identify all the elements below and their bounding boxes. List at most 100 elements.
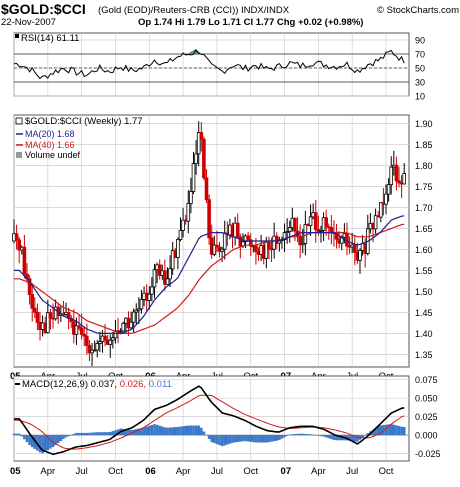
- macd-histogram-bar: [23, 435, 26, 440]
- macd-histogram-bar: [254, 435, 258, 443]
- macd-histogram-bar: [265, 435, 268, 443]
- macd-histogram-bar: [387, 424, 390, 436]
- macd-histogram-bar: [267, 435, 271, 443]
- price-bar-body: [235, 222, 240, 238]
- macd-y-tick-label-2: 0.025: [415, 412, 438, 422]
- macd-histogram-bar: [72, 433, 76, 436]
- price-bar-body: [147, 293, 152, 301]
- macd-signal-line: [14, 394, 405, 450]
- macd-histogram-bar: [127, 429, 130, 436]
- price-bar-body: [215, 244, 219, 248]
- ma40-legend: MA(40) 1.66: [25, 140, 75, 150]
- macd-histogram-bar: [241, 435, 245, 442]
- price-bar-body: [308, 216, 313, 227]
- price-bar-body: [150, 286, 154, 295]
- price-bar-body: [282, 232, 287, 240]
- macd-line: [14, 385, 405, 456]
- macd-histogram-bar: [88, 432, 91, 436]
- volume-legend: Volume undef: [25, 150, 81, 160]
- price-bar-body: [27, 278, 32, 295]
- price-bar-body: [14, 233, 19, 241]
- macd-histogram-bar: [213, 435, 216, 444]
- price-bar-body: [287, 227, 292, 232]
- macd-histogram-bar: [252, 435, 255, 443]
- macd-histogram-bar: [80, 432, 83, 436]
- price-bar-body: [176, 239, 180, 259]
- macd-histogram-bar: [335, 435, 338, 441]
- macd-histogram-bar: [166, 427, 169, 436]
- chart-title: $GOLD:$CCI: [1, 1, 86, 17]
- macd-histogram-bar: [176, 426, 180, 436]
- macd-histogram-bar: [54, 435, 57, 446]
- price-bar-body: [163, 270, 167, 285]
- macd-histogram-bar: [186, 425, 190, 436]
- macd-histogram-bar: [189, 425, 193, 436]
- macd-histogram-bar: [332, 435, 336, 440]
- chart-date: 22-Nov-2007: [1, 17, 56, 28]
- macd-histogram-bar: [353, 435, 357, 442]
- macd-histogram-bar: [382, 425, 385, 436]
- price-bar-body: [191, 163, 196, 192]
- macd-histogram-bar: [324, 435, 328, 438]
- price-bar-body: [319, 229, 323, 232]
- macd-histogram-bar: [402, 427, 406, 436]
- macd-histogram-bar: [82, 432, 86, 436]
- macd-histogram-bar: [194, 425, 198, 436]
- price-bar-body: [77, 325, 81, 329]
- price-bar-body: [202, 138, 206, 179]
- price-bar-body: [111, 337, 115, 341]
- price-bar-body: [303, 224, 308, 244]
- macd-histogram-bar: [218, 435, 221, 446]
- macd-histogram-bar: [215, 435, 219, 445]
- macd-histogram-bar: [142, 427, 146, 436]
- quote-readout: Op 1.74 Hi 1.79 Lo 1.71 Cl 1.77 Chg +0.0…: [138, 17, 363, 28]
- macd-histogram-bar: [207, 435, 211, 439]
- macd-histogram-bar: [239, 435, 242, 442]
- macd-histogram-bar: [134, 429, 138, 436]
- macd-histogram-bar: [103, 432, 107, 436]
- macd-histogram-bar: [356, 435, 359, 442]
- macd-histogram-bar: [293, 434, 297, 436]
- macd-x-tick-label-10: Jul: [346, 466, 358, 477]
- price-bar-body: [103, 335, 107, 341]
- ma20-line: [14, 215, 405, 334]
- macd-histogram-bar: [114, 430, 117, 436]
- price-bar-body: [329, 227, 334, 233]
- macd-histogram-bar: [246, 435, 250, 442]
- macd-histogram-bar: [205, 435, 208, 436]
- macd-histogram-bar: [311, 434, 315, 436]
- price-bar-body: [85, 335, 89, 346]
- macd-histogram-bar: [319, 435, 323, 437]
- macd-histogram-bar: [389, 424, 393, 436]
- macd-histogram-bar: [15, 433, 18, 436]
- chart-description: (Gold (EOD)/Reuters-CRB (CCI)) INDX/INDX: [98, 5, 290, 16]
- macd-histogram-bar: [228, 435, 232, 444]
- price-bar-body: [267, 241, 271, 250]
- macd-histogram-bar: [150, 424, 154, 436]
- price-y-tick-label-4: 1.55: [415, 266, 433, 276]
- macd-x-tick-label-5: Apr: [176, 466, 191, 477]
- macd-histogram-bar: [160, 426, 164, 436]
- price-bar-body: [152, 269, 157, 288]
- price-y-tick-label-1: 1.40: [415, 329, 433, 339]
- macd-histogram-bar: [90, 432, 94, 436]
- macd-histogram-bar: [337, 435, 341, 441]
- volume-legend-swatch: [16, 152, 22, 158]
- macd-x-tick-label-8: 07: [281, 466, 292, 477]
- macd-histogram-bar: [197, 425, 201, 436]
- price-y-tick-label-7: 1.70: [415, 203, 433, 213]
- macd-histogram-bar: [93, 432, 96, 436]
- macd-histogram-bar: [158, 425, 161, 436]
- macd-histogram-bar: [56, 435, 60, 444]
- macd-histogram-bar: [374, 428, 377, 436]
- macd-histogram-bar: [98, 432, 102, 436]
- macd-histogram-bar: [171, 427, 174, 436]
- macd-histogram-bar: [155, 424, 159, 436]
- macd-histogram-bar: [85, 432, 89, 436]
- macd-histogram-bar: [69, 434, 73, 436]
- price-bar-body: [254, 245, 258, 252]
- price-bar-body: [137, 308, 141, 311]
- macd-histogram-bar: [363, 435, 367, 436]
